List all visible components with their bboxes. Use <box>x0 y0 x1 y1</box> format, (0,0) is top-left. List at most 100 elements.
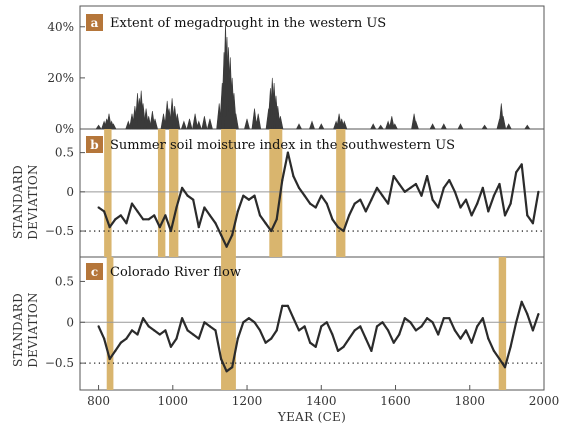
panel-c-point-4 <box>119 341 122 344</box>
panel-c-point-8 <box>142 317 145 320</box>
drought-area-series <box>95 21 531 130</box>
panel-c-point-46 <box>353 329 356 332</box>
x-axis-ticks: 800 1000 1200 1400 1600 1800 2000 <box>87 385 559 408</box>
panel-b-y-ticks: 0.5 0 −0.5 <box>45 146 85 238</box>
drought-spike-60 <box>391 123 398 130</box>
panel-b-point-23 <box>225 245 228 248</box>
drought-spike-56 <box>370 123 377 130</box>
panel-c-point-25 <box>236 337 239 340</box>
panel-b-point-62 <box>442 186 445 189</box>
panel-c-point-79 <box>537 313 540 316</box>
drought-spike-28 <box>206 118 213 130</box>
drought-spike-66 <box>481 124 488 130</box>
panel-c-point-53 <box>392 341 395 344</box>
panel-c-point-71 <box>492 349 495 352</box>
panel-b-point-18 <box>197 226 200 229</box>
river-flow-line <box>97 300 540 373</box>
panel-b-point-13 <box>169 229 172 233</box>
panel-c-point-75 <box>515 321 518 324</box>
soil-moisture-line <box>97 151 540 248</box>
panel-c-point-65 <box>459 337 462 340</box>
panel-b-point-35 <box>292 175 295 178</box>
x-tick-label-4: 1600 <box>380 394 411 408</box>
panel-c-point-37 <box>303 325 306 328</box>
panel-b-point-6 <box>130 202 134 205</box>
panel-c-point-9 <box>147 325 150 328</box>
panel-c-point-40 <box>320 325 323 328</box>
panel-a-ytick-label-2: 40% <box>47 20 74 34</box>
panel-b-point-4 <box>119 214 122 217</box>
panel-b-point-20 <box>208 214 211 217</box>
panel-b-point-42 <box>331 218 334 221</box>
panel-b-point-44 <box>342 229 345 233</box>
panel-b-point-49 <box>370 198 373 201</box>
panel-b-ytick-label-1: 0 <box>66 185 74 199</box>
panel-c-point-15 <box>181 317 184 320</box>
panel-b-title: Summer soil moisture index in the southw… <box>110 138 455 153</box>
panel-c-point-72 <box>498 357 501 361</box>
panel-b-point-78 <box>531 222 535 225</box>
panel-b-point-33 <box>281 179 284 182</box>
panel-b-highlight-band-5 <box>336 129 346 257</box>
panel-b-point-53 <box>392 175 395 178</box>
panel-b-point-46 <box>353 202 356 205</box>
panel-c-ylabel-line1: STANDARD <box>11 293 25 367</box>
drought-spike-71 <box>524 124 531 130</box>
panel-b-point-45 <box>348 214 351 217</box>
panel-c-point-45 <box>348 337 351 340</box>
panel-b-ytick-label-2: −0.5 <box>45 224 74 238</box>
panel-b-highlight-band-2 <box>169 129 179 257</box>
panel-c-point-48 <box>364 337 367 340</box>
panel-c-point-42 <box>331 333 334 336</box>
panel-c-point-26 <box>242 321 245 324</box>
panel-b-point-59 <box>426 175 429 178</box>
panel-c-point-19 <box>203 321 206 324</box>
panel-b-point-21 <box>214 222 217 225</box>
panel-b-point-30 <box>264 222 267 225</box>
panel-b-point-24 <box>231 233 234 237</box>
panel-a-badge <box>86 14 103 31</box>
panel-b-point-75 <box>515 171 518 174</box>
panel-c-point-18 <box>197 337 200 340</box>
panel-b-point-36 <box>297 186 301 189</box>
panel-c-point-31 <box>270 337 273 340</box>
panel-b-point-55 <box>403 190 406 193</box>
panel-c-point-69 <box>481 317 484 320</box>
plot-frame <box>79 5 545 391</box>
panel-a-ytick-label-0: 0% <box>55 122 74 136</box>
panel-b-badge <box>86 136 103 153</box>
panel-b-point-40 <box>320 194 323 197</box>
panel-b-point-28 <box>253 194 256 197</box>
panel-c-ytick-label-0: 0.5 <box>55 274 74 288</box>
panel-b-point-41 <box>325 202 328 205</box>
panel-b-point-17 <box>192 198 195 201</box>
panel-c-point-58 <box>420 325 423 328</box>
panel-c-point-67 <box>470 341 473 344</box>
drought-spike-62 <box>412 120 419 130</box>
panel-c-point-35 <box>292 317 295 320</box>
panel-b-point-79 <box>537 190 540 193</box>
panel-c-point-12 <box>164 329 167 332</box>
panel-c-point-70 <box>487 337 490 340</box>
panel-c-point-1 <box>103 337 106 340</box>
panel-c-y-ticks: 0.5 0 −0.5 <box>45 274 85 370</box>
panel-c-label: c <box>91 265 98 279</box>
panel-c-point-54 <box>398 333 401 336</box>
panel-b-highlight-band-4 <box>269 129 283 257</box>
panel-a: 0% 20% 40% a Extent of megadrought in the … <box>47 14 531 136</box>
panel-c-ytick-label-1: 0 <box>66 315 74 329</box>
panel-b-point-71 <box>492 194 495 197</box>
panel-b-point-15 <box>181 186 184 189</box>
panel-c-point-29 <box>258 329 262 332</box>
panel-b-highlight-band-0 <box>104 129 112 257</box>
panel-c-point-74 <box>509 345 512 348</box>
panel-c-point-33 <box>281 304 284 307</box>
panel-c-point-20 <box>208 325 211 328</box>
drought-spike-24 <box>186 118 193 130</box>
panel-c-point-11 <box>158 333 161 336</box>
panel-b-point-10 <box>153 214 156 217</box>
drought-spike-40 <box>251 108 258 130</box>
panel-c-point-44 <box>342 345 345 348</box>
drought-spike-0 <box>95 124 102 130</box>
panel-c-point-22 <box>220 357 223 361</box>
